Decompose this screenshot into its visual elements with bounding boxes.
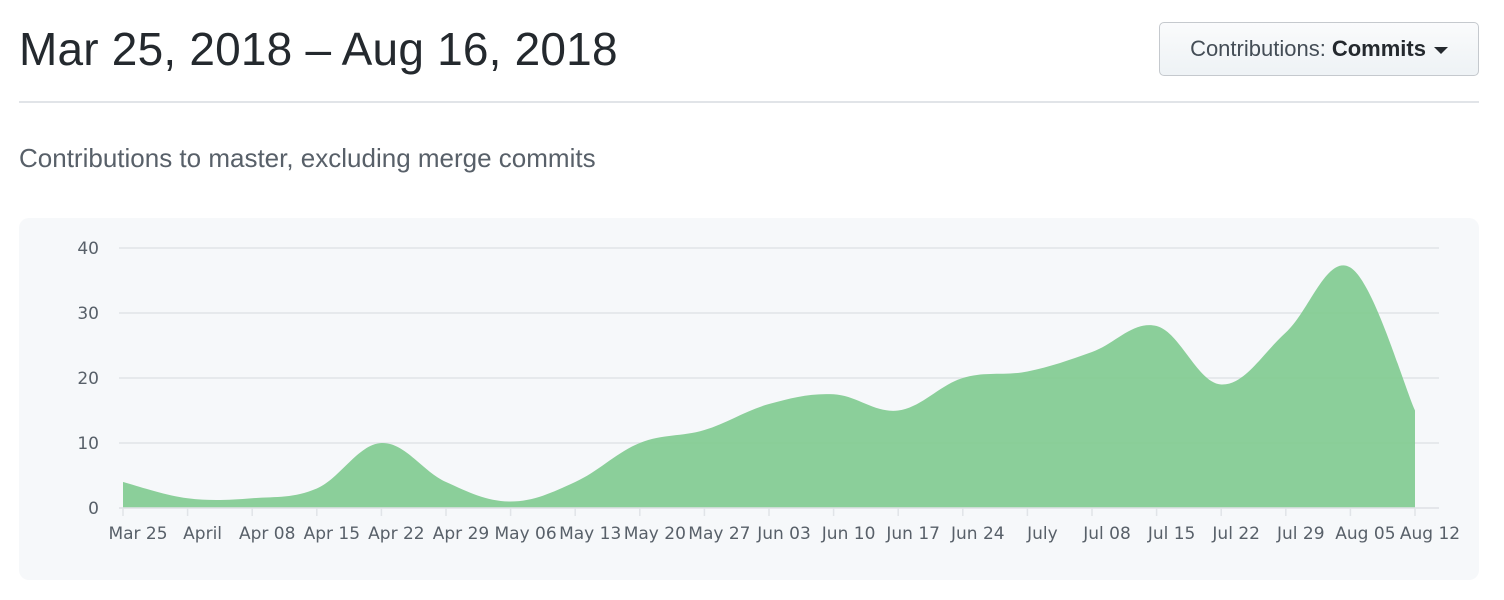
x-tick-label-13: Jun 24 <box>950 524 1005 544</box>
x-tick-label-16: Jul 15 <box>1147 524 1196 544</box>
contributions-selected-value: Commits <box>1331 36 1426 61</box>
x-tick-label-9: May 27 <box>688 524 750 544</box>
x-tick-label-18: Jul 29 <box>1276 524 1325 544</box>
contributions-area-chart: 0 10 20 30 40 Mar 25 April Apr 08 Apr 15 Apr 22 Ap… <box>77 239 1460 544</box>
x-tick-label-8: May 20 <box>624 524 686 544</box>
y-tick-label-30: 30 <box>77 304 99 324</box>
x-tick-label-5: Apr 29 <box>433 524 489 544</box>
x-tick-label-17: Jul 22 <box>1211 524 1260 544</box>
chart-subtitle: Contributions to master, excluding merge… <box>19 143 596 173</box>
x-tick-label-4: Apr 22 <box>368 524 424 544</box>
page-header: Mar 25, 2018 – Aug 16, 2018 Contribution… <box>19 0 1479 103</box>
x-tick-label-1: April <box>183 524 222 544</box>
x-tick-label-14: July <box>1026 524 1058 544</box>
y-tick-label-10: 10 <box>77 434 99 454</box>
caret-down-icon <box>1433 46 1448 54</box>
contributions-chart: 0 10 20 30 40 Mar 25 April Apr 08 Apr 15 Apr 22 Ap… <box>19 218 1479 580</box>
x-tick-label-6: May 06 <box>495 524 557 544</box>
contributions-dropdown-button[interactable]: Contributions: Commits <box>1159 22 1479 76</box>
series-area-0 <box>123 265 1415 508</box>
x-tick-label-11: Jun 10 <box>821 524 876 544</box>
x-tick-label-0: Mar 25 <box>108 524 167 544</box>
date-range-title: Mar 25, 2018 – Aug 16, 2018 <box>19 23 618 75</box>
y-tick-label-0: 0 <box>88 499 99 519</box>
x-tick-label-2: Apr 08 <box>239 524 295 544</box>
y-tick-label-20: 20 <box>77 369 99 389</box>
x-tick-label-3: Apr 15 <box>304 524 360 544</box>
x-tick-label-7: May 13 <box>559 524 621 544</box>
x-tick-label-19: Aug 05 <box>1335 524 1395 544</box>
y-tick-label-40: 40 <box>77 239 99 259</box>
x-tick-label-12: Jun 17 <box>885 524 940 544</box>
x-tick-label-20: Aug 12 <box>1400 524 1460 544</box>
x-tick-label-10: Jun 03 <box>756 524 811 544</box>
x-tick-label-15: Jul 08 <box>1082 524 1131 544</box>
contributions-label: Contributions: <box>1190 36 1326 61</box>
